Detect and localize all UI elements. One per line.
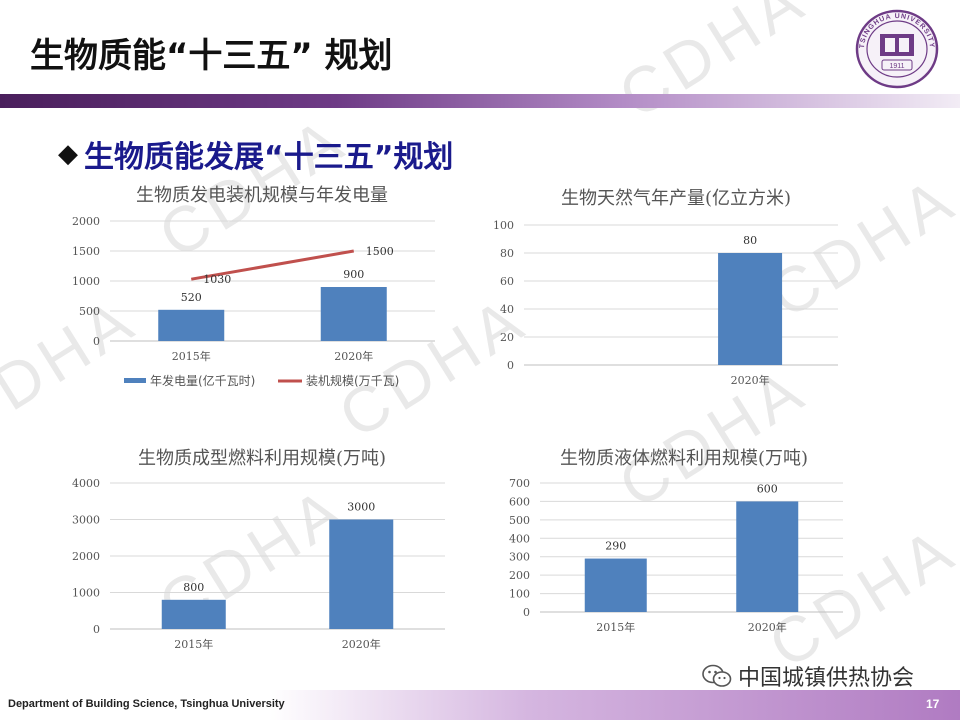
- data-label: 1500: [366, 245, 394, 258]
- y-tick-label: 2000: [72, 550, 100, 563]
- diamond-bullet-icon: ◆: [58, 139, 78, 169]
- chart-title: 生物质成型燃料利用规模(万吨): [138, 448, 386, 469]
- data-label: 520: [181, 291, 202, 304]
- data-label: 800: [183, 581, 204, 594]
- x-tick-label: 2015年: [174, 637, 213, 651]
- x-tick-label: 2015年: [596, 620, 635, 634]
- chart-title: 生物质发电装机规模与年发电量: [136, 185, 388, 206]
- y-tick-label: 2000: [72, 215, 100, 228]
- chart-biomass-power: 生物质发电装机规模与年发电量 0 500 1000 1500 2000 2015年 2020…: [40, 176, 480, 406]
- series-line: [190, 249, 355, 281]
- chart-title: 生物天然气年产量(亿立方米): [561, 188, 791, 209]
- chart-liquid-fuel-svg: 生物质液体燃料利用规模(万吨) 0 100 200 300 400 500 600 700 20…: [509, 448, 843, 634]
- x-tick-label: 2020年: [748, 620, 787, 634]
- x-tick-label: 2020年: [731, 373, 770, 387]
- footer-bar: [0, 690, 960, 720]
- legend-label-bar: 年发电量(亿千瓦时): [150, 373, 255, 388]
- y-tick-label: 3000: [72, 514, 100, 527]
- x-tick-label: 2020年: [342, 637, 381, 651]
- tsinghua-logo: TSINGHUA UNIVERSITY 1911: [855, 9, 939, 89]
- chart-pellet-fuel-svg: 生物质成型燃料利用规模(万吨) 0 1000 2000 3000 4000 2015年 20…: [72, 448, 445, 651]
- y-tick-label: 1000: [72, 587, 100, 600]
- y-tick-label: 400: [509, 532, 530, 545]
- chart-title: 生物质液体燃料利用规模(万吨): [560, 448, 808, 469]
- y-tick-label: 100: [493, 219, 514, 232]
- logo-year: 1911: [889, 63, 904, 70]
- x-tick-label: 2015年: [172, 349, 211, 363]
- bar: [736, 501, 799, 612]
- data-label: 3000: [347, 501, 375, 514]
- bar: [161, 599, 226, 629]
- legend-swatch-bar: [124, 378, 146, 383]
- chart-pellet-fuel: 生物质成型燃料利用规模(万吨) 0 1000 2000 3000 4000 2015年 20…: [40, 440, 480, 660]
- bar: [718, 253, 783, 365]
- y-tick-label: 300: [509, 551, 530, 564]
- y-tick-label: 0: [507, 359, 514, 372]
- section-heading: ◆ 生物质能发展“十三五”规划: [58, 132, 453, 176]
- y-tick-label: 0: [93, 623, 100, 636]
- page-number: 17: [926, 697, 940, 711]
- wechat-account-name: 中国城镇供热协会: [738, 666, 915, 691]
- wechat-account: 中国城镇供热协会: [702, 660, 914, 692]
- chart-liquid-fuel: 生物质液体燃料利用规模(万吨) 0 100 200 300 400 500 600 700 20…: [488, 440, 866, 650]
- legend-label-line: 装机规模(万千瓦): [306, 373, 399, 388]
- y-tick-label: 60: [500, 275, 514, 288]
- y-tick-label: 500: [79, 305, 100, 318]
- chart-biogas: 生物天然气年产量(亿立方米) 0 20 40 60 80 100 2020年 80: [488, 180, 866, 400]
- y-tick-label: 700: [509, 477, 530, 490]
- title-bar: [0, 94, 960, 108]
- data-label: 900: [343, 268, 364, 281]
- y-tick-label: 1000: [72, 275, 100, 288]
- y-tick-label: 200: [509, 569, 530, 582]
- x-tick-label: 2020年: [334, 349, 373, 363]
- bar: [320, 287, 387, 341]
- bar: [158, 309, 225, 341]
- data-label: 600: [757, 482, 778, 495]
- watermark: CDHA: [606, 0, 819, 132]
- y-tick-label: 0: [93, 335, 100, 348]
- data-label: 1030: [203, 273, 231, 286]
- y-tick-label: 40: [500, 303, 514, 316]
- chart-biomass-power-svg: 生物质发电装机规模与年发电量 0 500 1000 1500 2000 2015年 2020…: [72, 185, 435, 388]
- y-tick-label: 500: [509, 514, 530, 527]
- bar: [329, 519, 394, 629]
- wechat-icon: [702, 664, 732, 687]
- section-heading-text: 生物质能发展“十三五”规划: [84, 140, 454, 175]
- data-label: 80: [743, 234, 757, 247]
- y-tick-label: 600: [509, 495, 530, 508]
- chart-biogas-svg: 生物天然气年产量(亿立方米) 0 20 40 60 80 100 2020年 80: [493, 188, 838, 387]
- slide-title: 生物质能“十三五” 规划: [30, 36, 393, 76]
- footer-text: Department of Building Science, Tsinghua…: [8, 698, 285, 710]
- y-tick-label: 1500: [72, 245, 100, 258]
- y-tick-label: 4000: [72, 477, 100, 490]
- bar: [584, 558, 647, 612]
- data-label: 290: [605, 540, 626, 553]
- y-tick-label: 20: [500, 331, 514, 344]
- y-tick-label: 100: [509, 588, 530, 601]
- y-tick-label: 0: [523, 606, 530, 619]
- y-tick-label: 80: [500, 247, 514, 260]
